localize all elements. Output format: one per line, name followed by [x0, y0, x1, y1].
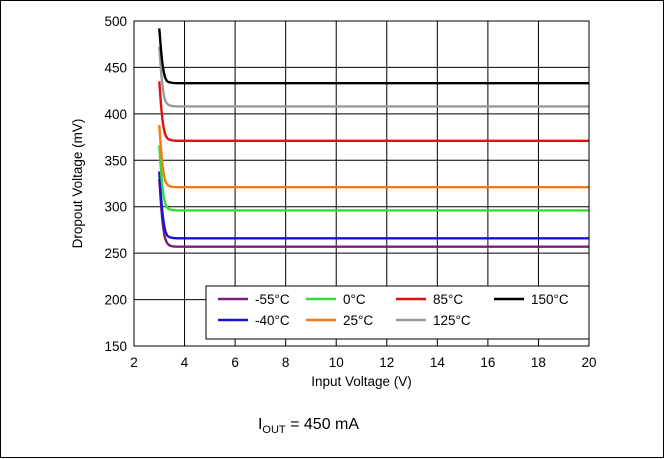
series-line	[158, 81, 589, 142]
series-line	[158, 171, 589, 240]
caption-prefix: I	[258, 416, 262, 433]
legend-label: 150°C	[531, 292, 569, 307]
y-tick-label: 400	[104, 107, 127, 122]
x-axis-label: Input Voltage (V)	[311, 374, 412, 389]
x-tick-label: 6	[231, 355, 239, 370]
x-tick-label: 4	[181, 355, 189, 370]
legend-label: -40°C	[255, 313, 290, 328]
caption-suffix: = 450 mA	[286, 416, 360, 433]
legend-label: 125°C	[433, 313, 471, 328]
y-tick-labels: 150 200 250 300 350 400 450 500	[104, 14, 127, 354]
y-tick-label: 450	[104, 60, 127, 75]
x-tick-label: 20	[581, 355, 596, 370]
legend-label: 25°C	[343, 313, 373, 328]
plot-border	[133, 20, 590, 347]
series-line	[158, 124, 589, 189]
y-tick-label: 200	[104, 293, 127, 308]
y-tick-label: 350	[104, 153, 127, 168]
x-tick-label: 10	[329, 355, 344, 370]
y-tick-label: 250	[104, 246, 127, 261]
legend-box	[205, 285, 590, 340]
y-tick-label: 150	[104, 339, 127, 354]
x-tick-label: 2	[130, 355, 138, 370]
y-tick-label: 300	[104, 200, 127, 215]
x-tick-label: 8	[282, 355, 290, 370]
x-tick-label: 16	[480, 355, 495, 370]
y-axis-label: Dropout Voltage (mV)	[70, 119, 85, 249]
caption-subscript: OUT	[262, 424, 286, 436]
output-current-caption: IOUT = 450 mA	[258, 416, 359, 436]
series-line	[158, 28, 589, 85]
legend-label: 85°C	[433, 292, 463, 307]
legend-label: 0°C	[343, 292, 366, 307]
series-line	[158, 46, 589, 108]
x-tick-label: 12	[379, 355, 394, 370]
series-lines	[158, 28, 589, 248]
grid	[134, 21, 589, 346]
x-tick-label: 14	[430, 355, 446, 370]
legend-label: -55°C	[255, 292, 290, 307]
x-tick-label: 18	[531, 355, 546, 370]
legend: -55°C 0°C 85°C 150°C -40°C 25°C 125°C	[205, 285, 590, 340]
series-line	[158, 145, 589, 212]
y-tick-label: 500	[104, 14, 127, 29]
x-tick-labels: 2 4 6 8 10 12 14 16 18 20	[130, 355, 596, 370]
series-line	[158, 178, 589, 248]
